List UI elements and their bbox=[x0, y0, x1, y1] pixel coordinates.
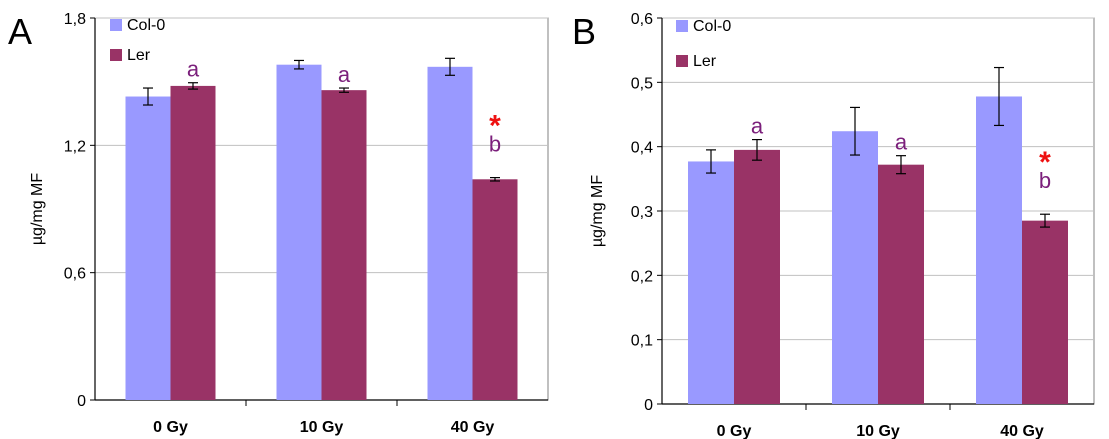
panel-a-y-tick-label: 1,8 bbox=[64, 11, 86, 28]
panel-b-bar-ler-1 bbox=[878, 164, 924, 404]
panel-b-y-tick-label: 0,4 bbox=[631, 140, 653, 157]
panel-b-bar-ler-0 bbox=[734, 149, 780, 404]
panel-b-y-axis-label: µg/mg MF bbox=[589, 175, 606, 248]
panel-b-bar-col0-1 bbox=[832, 131, 878, 404]
panel-a-x-tick-label: 40 Gy bbox=[451, 419, 495, 436]
panel-a-y-tick-label: 1,2 bbox=[64, 138, 86, 155]
panel-b-y-tick-label: 0,1 bbox=[631, 333, 653, 350]
panel-a-annotation-letter: a bbox=[187, 57, 200, 82]
panel-a-bar-ler-2 bbox=[472, 179, 518, 400]
panel-a-legend: Col-0 Ler bbox=[110, 17, 165, 64]
panel-b-significance-star: * bbox=[1039, 146, 1051, 179]
panel-a-legend-swatch bbox=[110, 49, 122, 61]
panel-b-letter: B bbox=[572, 11, 596, 52]
panel-b-legend-label: Col-0 bbox=[693, 18, 731, 35]
panel-a-legend-label: Col-0 bbox=[127, 17, 165, 34]
panel-a-annotation-letter: a bbox=[338, 62, 351, 87]
panel-a-x-tick-label: 0 Gy bbox=[153, 419, 188, 436]
panel-a-y-tick-label: 0,6 bbox=[64, 266, 86, 283]
panel-b: Bµg/mg MF 0 0,1 0,2 0,3 0,4 0,5 0,6 0 Gy 10 Gy 40 … bbox=[572, 11, 1095, 439]
panel-b-legend-label: Ler bbox=[693, 53, 717, 70]
panel-b-legend: Col-0 Ler bbox=[676, 18, 731, 70]
panel-a-y-tick-label: 0 bbox=[77, 393, 86, 410]
panel-a-y-axis-label: µg/mg MF bbox=[29, 173, 46, 246]
panel-a-bar-col0-2 bbox=[427, 66, 473, 401]
panel-a-bar-ler-0 bbox=[170, 85, 216, 401]
panel-b-bar-col0-2 bbox=[976, 96, 1022, 404]
panel-a-bar-col0-0 bbox=[125, 96, 171, 401]
panel-b-annotation-letter: b bbox=[1039, 168, 1051, 193]
panel-b-y-tick-label: 0,6 bbox=[631, 11, 653, 28]
panel-b-y-tick-label: 0,2 bbox=[631, 268, 653, 285]
panel-b-x-tick-label: 10 Gy bbox=[856, 423, 900, 439]
panel-b-annotation-letter: a bbox=[751, 114, 764, 139]
panel-a-legend-swatch bbox=[110, 19, 122, 31]
panel-b-bar-col0-0 bbox=[688, 161, 734, 404]
panel-a-bar-col0-1 bbox=[276, 64, 322, 400]
panel-b-annotation-letter: a bbox=[895, 130, 908, 155]
panel-a-letter: A bbox=[8, 11, 32, 52]
panel-b-x-tick-label: 0 Gy bbox=[717, 423, 752, 439]
panel-b-bar-ler-2 bbox=[1022, 220, 1068, 404]
panel-a-x-tick-label: 10 Gy bbox=[300, 419, 344, 436]
panel-b-y-tick-label: 0,5 bbox=[631, 75, 653, 92]
panel-b-legend-swatch bbox=[676, 20, 688, 32]
panel-a: Aµg/mg MF 0 0,6 1,2 1,8 0 Gy 10 Gy 40 Gy a a b* Col… bbox=[8, 11, 549, 436]
panel-b-legend-swatch bbox=[676, 55, 688, 67]
panel-b-y-tick-label: 0 bbox=[644, 397, 653, 414]
panel-a-annotation-letter: b bbox=[489, 132, 501, 157]
panel-b-x-tick-label: 40 Gy bbox=[1000, 423, 1044, 439]
panel-a-legend-label: Ler bbox=[127, 47, 151, 64]
panel-a-significance-star: * bbox=[489, 110, 501, 143]
panel-a-bar-ler-1 bbox=[321, 90, 367, 401]
panel-b-y-tick-label: 0,3 bbox=[631, 204, 653, 221]
